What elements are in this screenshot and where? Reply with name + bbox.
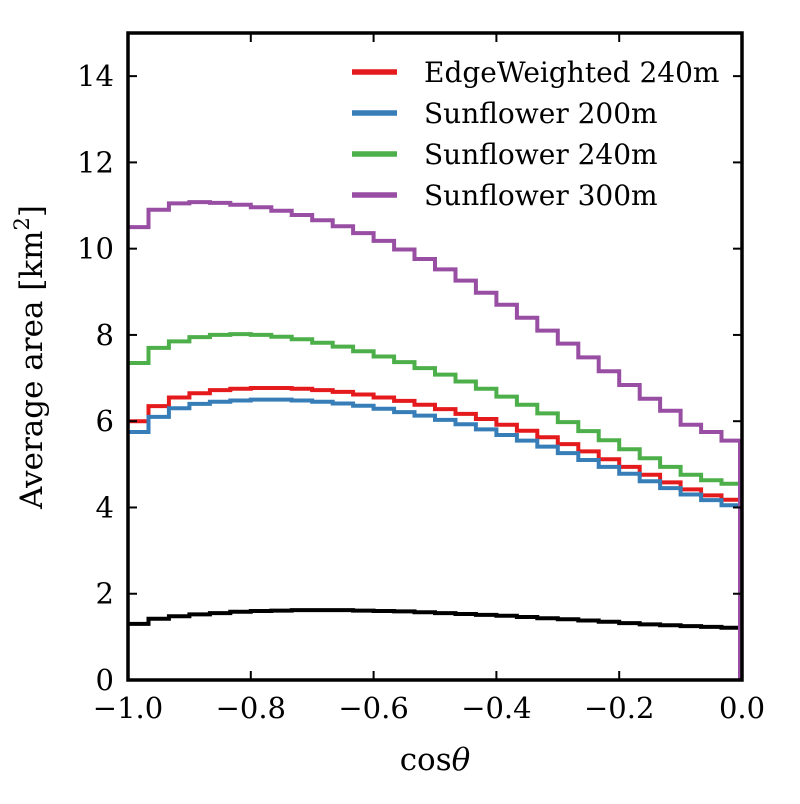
legend-label: Sunflower 200m	[424, 97, 658, 130]
legend-item-sunflower-200m: Sunflower 200m	[352, 97, 658, 130]
series-line-sunflower-240m	[128, 332, 742, 486]
y-tick-label: 14	[77, 59, 114, 93]
legend: EdgeWeighted 240m Sunflower 200m Sunflower…	[352, 56, 719, 212]
y-tick-label: 2	[96, 577, 114, 611]
legend-item-edgeweighted-240m: EdgeWeighted 240m	[352, 56, 719, 89]
y-axis-label: Average area [km2]	[10, 205, 50, 510]
legend-label: EdgeWeighted 240m	[424, 56, 719, 89]
legend-item-sunflower-300m: Sunflower 300m	[352, 179, 658, 212]
x-tick-label: −1.0	[93, 691, 163, 725]
y-tick-label: 8	[96, 318, 114, 352]
x-tick-label: −0.4	[461, 691, 531, 725]
x-tick-label: −0.8	[216, 691, 286, 725]
x-axis-label: cosθ	[400, 742, 471, 778]
series-line-reference-black	[128, 608, 742, 630]
y-tick-label: 10	[77, 232, 114, 266]
x-tick-label: −0.6	[338, 691, 408, 725]
y-tick-label: 6	[96, 404, 114, 438]
legend-label: Sunflower 300m	[424, 179, 658, 212]
series-line-sunflower-200m	[128, 397, 742, 508]
y-tick-label: 12	[77, 145, 114, 179]
x-tick-label: 0.0	[719, 691, 765, 725]
series-line-edgeweighted-240m	[128, 386, 742, 502]
legend-label: Sunflower 240m	[424, 138, 658, 171]
y-tick-label: 0	[96, 663, 114, 697]
x-tick-label: −0.2	[584, 691, 654, 725]
y-tick-label: 4	[96, 490, 114, 524]
series-line-sunflower-300m	[128, 200, 742, 680]
axes-frame	[126, 31, 744, 682]
legend-item-sunflower-240m: Sunflower 240m	[352, 138, 658, 171]
